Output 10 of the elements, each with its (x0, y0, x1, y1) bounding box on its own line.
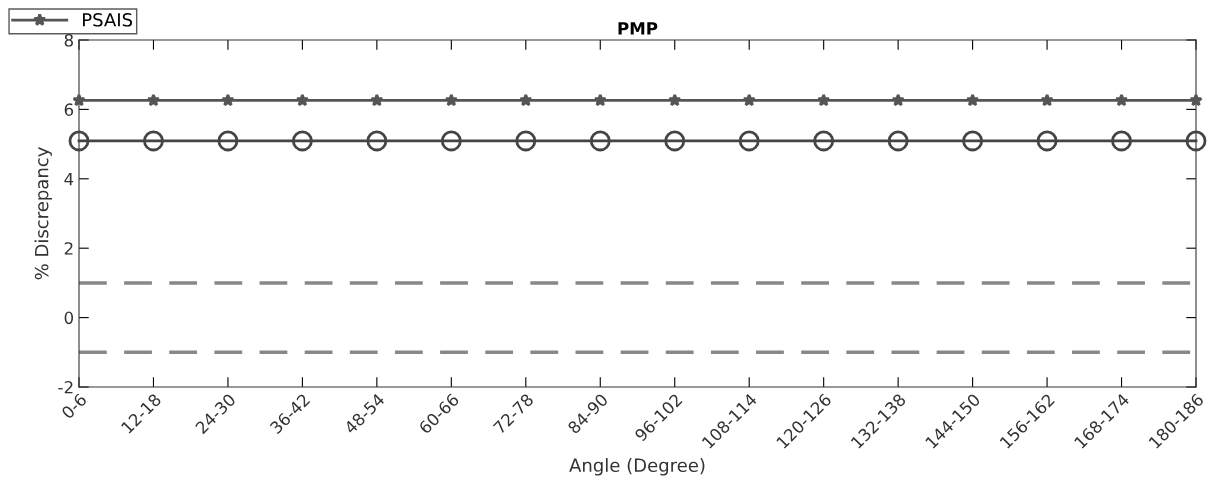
y-axis-title: % Discrepancy (34, 147, 52, 280)
x-axis-title: Angle (Degree) (569, 458, 705, 476)
legend-label: PSAIS (83, 12, 133, 27)
y-tick-label: 0 (64, 311, 74, 325)
y-tick-label: 8 (64, 33, 73, 47)
y-tick-label: 6 (64, 103, 74, 116)
y-tick-label: 2 (64, 242, 73, 255)
y-tick-label: -2 (58, 380, 73, 394)
y-tick-label: 4 (64, 172, 74, 186)
chart-title: PMP (618, 22, 658, 35)
